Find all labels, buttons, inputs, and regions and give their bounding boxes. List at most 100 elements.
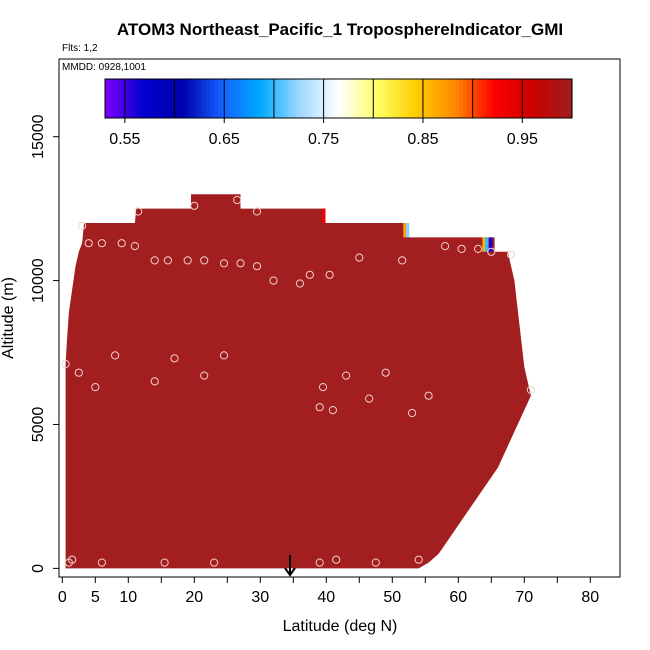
sample-point (457, 244, 466, 253)
colorbar-gradient-segment (381, 79, 386, 118)
y-axis-label: Altitude (m) (0, 277, 17, 359)
y-axis: 0 5000 10000 15000 (30, 114, 59, 573)
colorbar-gradient-segment (478, 79, 484, 118)
sample-point (134, 207, 143, 216)
sample-point (150, 256, 159, 265)
colorbar-gradient-segment (533, 79, 538, 118)
sample-point (160, 558, 169, 567)
colorbar-gradient-segment (494, 79, 499, 118)
sample-point (74, 368, 83, 377)
colorbar-gradient-segment (252, 79, 258, 118)
heatmap-cell (403, 223, 407, 238)
colorbar-gradient-segment (400, 79, 406, 118)
colorbar-gradient-segment (140, 79, 145, 118)
sample-point (342, 371, 351, 380)
sample-point (325, 270, 334, 279)
sample-point (526, 385, 536, 394)
sample-point (68, 555, 77, 564)
colorbar-gradient-segment (350, 79, 355, 118)
x-axis-label: Latitude (deg N) (283, 618, 398, 635)
colorbar-gradient-segment (194, 79, 199, 118)
colorbar-gradient-segment (155, 79, 161, 118)
colorbar-gradient-segment (498, 79, 503, 118)
x-tick-label: 50 (383, 589, 401, 606)
colorbar-gradient-segment (525, 79, 530, 118)
x-tick-label: 0 (58, 589, 67, 606)
colorbar-gradient-segment (385, 79, 390, 118)
colorbar-gradient-segment (132, 79, 137, 118)
colorbar-gradient-segment (147, 79, 153, 118)
colorbar-gradient-segment (447, 79, 452, 118)
y-tick-label: 15000 (30, 114, 47, 159)
colorbar-gradient-segment (392, 79, 398, 118)
colorbar-gradient-segment (536, 79, 542, 118)
x-tick-label: 60 (449, 589, 467, 606)
colorbar-gradient-segment (540, 79, 546, 118)
colorbar-gradient-segment (206, 79, 211, 118)
colorbar-gradient-segment (163, 79, 168, 118)
colorbar-gradient-segment (354, 79, 359, 118)
colorbar-gradient-segment (105, 79, 110, 118)
sample-point (252, 262, 262, 271)
colorbar-gradient-segment (178, 79, 184, 118)
y-tick-label: 0 (30, 564, 47, 573)
colorbar-gradient-segment (303, 79, 308, 118)
colorbar-gradient-segment (116, 79, 122, 118)
colorbar-gradient-segment (517, 79, 523, 118)
colorbar-gradient-segment (482, 79, 487, 118)
colorbar-gradient-segment (412, 79, 417, 118)
sample-point (117, 239, 126, 248)
heatmap-cell (485, 237, 489, 252)
colorbar-gradient-segment (256, 79, 262, 118)
sample-point (236, 259, 245, 268)
plot-frame (58, 58, 621, 578)
sample-point (97, 239, 107, 248)
colorbar-gradient-segment (529, 79, 534, 118)
colorbar-gradient-segment (466, 79, 472, 118)
colorbar-gradient-segment (455, 79, 460, 118)
colorbar-gradient-segment (369, 79, 375, 118)
sample-point (84, 239, 93, 248)
sample-point (219, 351, 229, 360)
colorbar-gradient-segment (307, 79, 312, 118)
sample-point (190, 201, 199, 210)
x-tick-label: 40 (317, 589, 335, 606)
x-tick-label: 5 (91, 589, 100, 606)
colorbar-gradient-segment (330, 79, 336, 118)
colorbar-gradient-segment (439, 79, 445, 118)
sample-point (200, 371, 209, 380)
colorbar-gradient-segment (424, 79, 429, 118)
y-tick-label: 10000 (30, 258, 47, 303)
colorbar-tick-label: 0.85 (407, 131, 438, 148)
colorbar-gradient-segment (213, 79, 219, 118)
colorbar-gradient-segment (136, 79, 141, 118)
sample-point (424, 391, 433, 400)
colorbar-gradient-segment (342, 79, 347, 118)
sample-points (61, 195, 536, 567)
colorbar-gradient-segment (486, 79, 491, 118)
sample-point (219, 259, 229, 268)
colorbar-tick-label: 0.95 (507, 131, 538, 148)
colorbar-gradient-segment (128, 79, 133, 118)
colorbar-gradient-segment (556, 79, 561, 118)
x-tick-label: 20 (185, 589, 203, 606)
colorbar-gradient-segment (264, 79, 270, 118)
colorbar-frame (104, 78, 573, 119)
sample-point (355, 253, 364, 262)
colorbar-gradient-segment (245, 79, 250, 118)
x-tick-label: 70 (515, 589, 533, 606)
sample-point (408, 408, 417, 418)
sample-point (365, 394, 374, 403)
sample-point (130, 242, 139, 251)
colorbar-gradient-segment (404, 79, 410, 118)
colorbar-gradient-segment (435, 79, 441, 118)
colorbar-gradient-segment (513, 79, 519, 118)
colorbar-gradient-segment (108, 79, 114, 118)
colorbar-gradient-segment (361, 79, 367, 118)
colorbar-gradient-segment (322, 79, 328, 118)
sample-point (305, 270, 314, 279)
colorbar-gradient-segment (171, 79, 176, 118)
flights-subtitle: Flts: 1,2 (62, 43, 98, 54)
colorbar-gradient-segment (552, 79, 558, 118)
